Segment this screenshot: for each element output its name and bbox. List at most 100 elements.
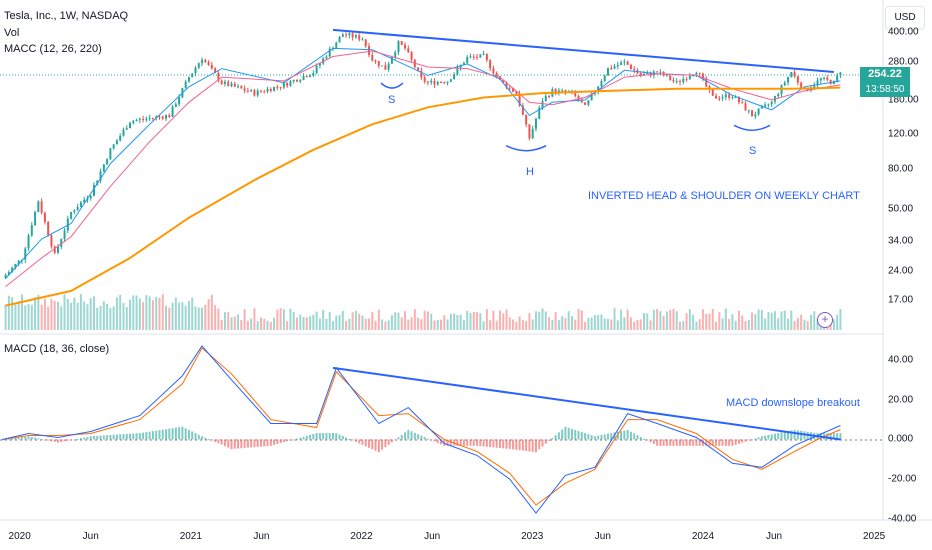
histogram-bar bbox=[40, 439, 43, 441]
volume-bar bbox=[567, 311, 570, 330]
candle-body bbox=[469, 56, 472, 58]
histogram-bar bbox=[364, 439, 367, 447]
candle-body bbox=[102, 164, 105, 172]
histogram-bar bbox=[711, 439, 714, 446]
volume-bar bbox=[410, 317, 413, 330]
histogram-bar bbox=[233, 439, 236, 449]
histogram-bar bbox=[259, 439, 262, 447]
symbol-title[interactable]: Tesla, Inc., 1W, NASDAQ bbox=[4, 10, 129, 22]
volume-bar bbox=[27, 304, 30, 330]
histogram-bar bbox=[629, 431, 632, 440]
volume-bar bbox=[508, 317, 511, 330]
histogram-bar bbox=[345, 437, 348, 440]
volume-bar bbox=[70, 302, 73, 330]
time-tick-label: Jun bbox=[765, 531, 783, 542]
volume-bar bbox=[302, 317, 305, 330]
histogram-bar bbox=[24, 436, 27, 440]
volume-bar bbox=[279, 308, 282, 330]
candle-body bbox=[184, 81, 187, 89]
candle-body bbox=[50, 235, 53, 247]
histogram-bar bbox=[407, 429, 410, 440]
candle-body bbox=[348, 33, 351, 36]
histogram-bar bbox=[358, 439, 361, 444]
volume-bar bbox=[56, 301, 59, 330]
last-price-tag: 254.22 bbox=[860, 67, 910, 82]
candle-body bbox=[394, 52, 397, 58]
histogram-bar bbox=[165, 429, 168, 440]
volume-bar bbox=[269, 321, 272, 330]
volume-bar bbox=[237, 314, 240, 330]
volume-bar bbox=[312, 314, 315, 330]
candle-body bbox=[823, 77, 826, 79]
candle-body bbox=[498, 76, 501, 80]
volume-bar bbox=[652, 309, 655, 330]
candle-body bbox=[325, 56, 328, 59]
candle-body bbox=[341, 34, 344, 37]
volume-bar bbox=[649, 320, 652, 330]
histogram-bar bbox=[518, 439, 521, 451]
histogram-bar bbox=[757, 437, 760, 440]
histogram-bar bbox=[525, 439, 528, 451]
histogram-bar bbox=[142, 432, 145, 440]
candle-body bbox=[741, 102, 744, 104]
volume-bar bbox=[538, 311, 541, 330]
macd-legend[interactable]: MACD (18, 36, close) bbox=[4, 343, 110, 355]
volume-bar bbox=[751, 312, 754, 330]
candle-body bbox=[89, 195, 92, 199]
volume-bar bbox=[335, 315, 338, 330]
histogram-bar bbox=[243, 439, 246, 448]
ma-legend[interactable]: MACC (12, 26, 220) bbox=[4, 43, 102, 55]
candle-body bbox=[760, 106, 763, 109]
volume-bar bbox=[472, 311, 475, 330]
candle-body bbox=[479, 54, 482, 58]
volume-legend[interactable]: Vol bbox=[4, 27, 20, 39]
histogram-bar bbox=[489, 439, 492, 448]
candle-body bbox=[603, 75, 606, 81]
volume-bar bbox=[374, 320, 377, 330]
volume-bar bbox=[525, 321, 528, 330]
candle-body bbox=[259, 90, 262, 92]
candle-body bbox=[328, 48, 331, 57]
volume-bar bbox=[184, 305, 187, 330]
histogram-bar bbox=[643, 438, 646, 440]
candle-body bbox=[688, 76, 691, 80]
volume-bar bbox=[328, 311, 331, 330]
histogram-bar bbox=[7, 438, 10, 440]
candle-body bbox=[724, 94, 727, 98]
candle-body bbox=[282, 83, 285, 88]
volume-bar bbox=[600, 314, 603, 330]
volume-bar bbox=[449, 313, 452, 330]
histogram-bar bbox=[734, 439, 737, 445]
candle-body bbox=[839, 72, 842, 76]
histogram-bar bbox=[210, 439, 213, 441]
volume-bar bbox=[368, 318, 371, 330]
histogram-bar bbox=[433, 439, 436, 442]
candle-body bbox=[151, 118, 154, 120]
volume-bar bbox=[777, 318, 780, 330]
price-tick-label: 180.00 bbox=[888, 94, 919, 106]
candle-body bbox=[698, 72, 701, 74]
currency-button[interactable]: USD bbox=[885, 6, 925, 30]
volume-bar bbox=[767, 312, 770, 330]
volume-bar bbox=[115, 297, 118, 330]
histogram-bar bbox=[646, 439, 649, 441]
volume-bar bbox=[584, 321, 587, 330]
volume-bar bbox=[744, 321, 747, 330]
volume-bar bbox=[570, 316, 573, 330]
histogram-bar bbox=[250, 439, 253, 448]
histogram-bar bbox=[187, 429, 190, 440]
histogram-bar bbox=[695, 439, 698, 446]
histogram-bar bbox=[76, 438, 79, 440]
candle-body bbox=[462, 63, 465, 65]
histogram-bar bbox=[201, 436, 204, 440]
candle-body bbox=[590, 93, 593, 101]
histogram-bar bbox=[826, 433, 829, 440]
histogram-bar bbox=[286, 439, 289, 442]
histogram-bar bbox=[168, 428, 171, 440]
histogram-bar bbox=[273, 439, 276, 445]
plus-circle-icon[interactable]: + bbox=[817, 312, 833, 328]
volume-bar bbox=[692, 314, 695, 330]
volume-bar bbox=[643, 313, 646, 330]
candle-body bbox=[407, 48, 410, 53]
